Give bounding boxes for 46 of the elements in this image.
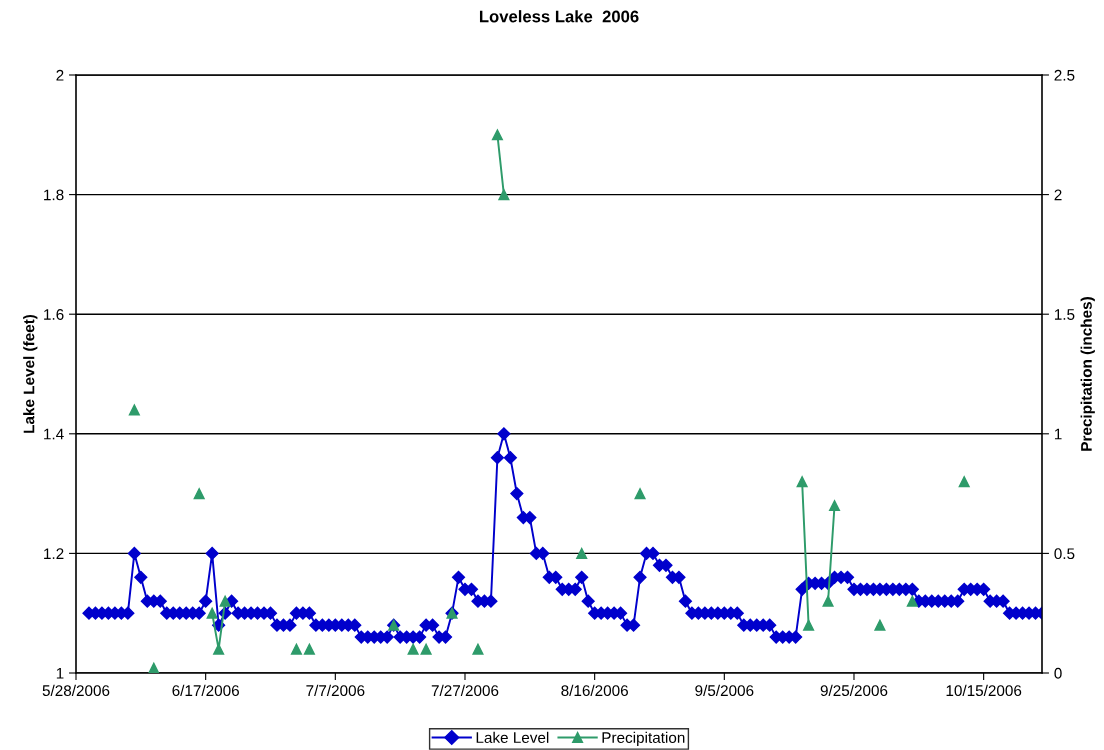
point xyxy=(796,476,808,488)
y2-axis-title: Precipitation (inches) xyxy=(1080,297,1095,451)
point xyxy=(290,643,302,655)
x-tick-label: 7/27/2006 xyxy=(431,684,499,697)
y-tick-label: 1.8 xyxy=(44,189,64,201)
point xyxy=(576,547,588,559)
point xyxy=(634,488,646,500)
y-tick-label: 1.6 xyxy=(44,309,64,320)
x-tick-label: 8/16/2006 xyxy=(561,684,628,697)
legend-label: Lake Level xyxy=(476,731,549,744)
point xyxy=(219,595,231,607)
x-tick-label: 6/17/2006 xyxy=(172,684,239,697)
x-tick-label: 5/28/2006 xyxy=(42,684,110,697)
x-tick-label: 10/15/2006 xyxy=(946,684,1022,697)
point xyxy=(498,189,510,201)
chart-title: Loveless Lake 2006 xyxy=(479,10,639,23)
point xyxy=(148,662,160,673)
y-tick-label: 1.2 xyxy=(44,548,64,559)
y2-tick-label: 1.5 xyxy=(1054,309,1075,320)
y2-tick-label: 0.5 xyxy=(1054,548,1075,560)
point xyxy=(828,500,841,512)
point xyxy=(874,619,886,631)
y2-tick-label: 2 xyxy=(1054,189,1062,201)
point xyxy=(822,595,834,607)
point xyxy=(303,643,315,655)
y-tick-label: 1 xyxy=(56,668,64,679)
point xyxy=(206,607,218,619)
point xyxy=(958,476,970,488)
x-tick-label: 7/7/2006 xyxy=(306,684,365,697)
point xyxy=(906,595,918,607)
y-tick-label: 2 xyxy=(56,69,64,81)
point xyxy=(472,643,484,655)
y2-tick-label: 2.5 xyxy=(1054,69,1075,81)
x-tick-label: 9/5/2006 xyxy=(695,684,754,697)
point xyxy=(128,404,140,416)
y-tick-label: 1.4 xyxy=(44,428,64,440)
point xyxy=(420,643,432,655)
legend-label: Precipitation xyxy=(602,731,685,747)
x-tick-label: 9/25/2006 xyxy=(820,684,888,697)
point xyxy=(193,488,205,500)
y2-tick-label: 0 xyxy=(1054,667,1062,679)
y-axis-title: Lake Level (feet) xyxy=(23,314,38,433)
point xyxy=(407,643,419,655)
point xyxy=(803,619,815,631)
point xyxy=(491,129,503,141)
y2-tick-label: 1 xyxy=(1054,428,1062,440)
